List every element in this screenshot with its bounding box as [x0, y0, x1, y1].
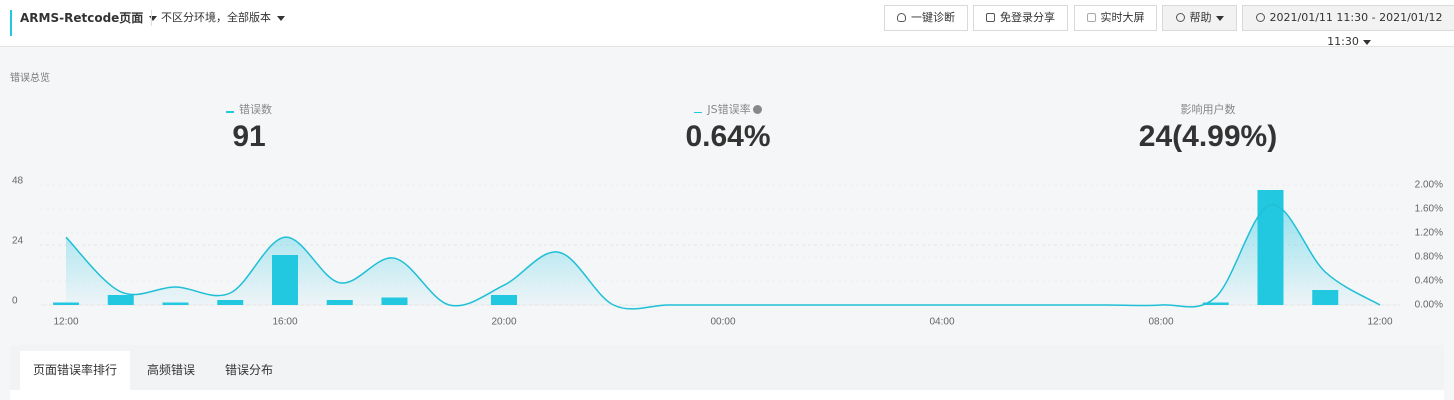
diagnose-button[interactable]: 一键诊断 — [884, 5, 968, 31]
x-tick-label: 08:00 — [1148, 317, 1173, 328]
y2-tick-label: 0.00% — [1415, 300, 1443, 311]
x-tick-label: 12:00 — [1367, 317, 1392, 328]
stat-label: 影响用户数 — [1180, 103, 1236, 116]
button-label: 一键诊断 — [911, 11, 955, 24]
page-select[interactable]: ARMS-Retcode页面 — [20, 11, 158, 25]
chart: 0 24 48 0.00% 0.40% 0.80% 1.20% 1.60% 2.00% 12:00… — [12, 176, 1443, 328]
stat-value: 24(4.99%) — [1138, 120, 1278, 153]
x-tick-label: 20:00 — [491, 317, 516, 328]
x-tick-label: 16:00 — [272, 317, 297, 328]
tab-bar — [10, 345, 1444, 390]
stat-label-text: JS错误率 — [707, 103, 751, 116]
button-label: 帮助 — [1189, 11, 1212, 24]
stat-value: 0.64% — [685, 120, 771, 153]
y2-tick-label: 1.20% — [1415, 228, 1443, 239]
top-bar: ARMS-Retcode页面 不区分环境，全部版本 一键诊断 免登录分享 实时大… — [0, 0, 1454, 48]
help-button[interactable]: 帮助 — [1162, 5, 1237, 31]
accent — [10, 10, 12, 36]
button-label: 免登录分享 — [1000, 11, 1055, 24]
line-area — [66, 204, 1380, 309]
x-tick-label: 04:00 — [929, 317, 954, 328]
y-tick-label: 0 — [12, 296, 18, 307]
y2-tick-label: 0.80% — [1415, 252, 1443, 263]
divider — [151, 10, 152, 26]
stat-label-text: 错误数 — [239, 103, 272, 116]
tab-panel — [10, 345, 1444, 400]
section-title: 错误总览 — [10, 73, 50, 84]
y-tick-label: 48 — [12, 176, 24, 187]
time-picker[interactable]: 2021/01/11 11:30 - 2021/01/12 11:30 — [1242, 5, 1454, 48]
share-button[interactable]: 免登录分享 — [973, 5, 1068, 31]
y2-tick-label: 0.40% — [1415, 276, 1443, 287]
screen-button[interactable]: 实时大屏 — [1074, 5, 1157, 31]
line — [65, 204, 1381, 310]
env-select[interactable]: 不区分环境，全部版本 — [161, 11, 285, 25]
env-filter: 不区分环境，全部版本 — [161, 11, 271, 24]
tab[interactable]: 错误分布 — [224, 363, 273, 377]
tab[interactable]: 页面错误率排行 — [20, 351, 130, 390]
y2-tick-label: 1.60% — [1415, 204, 1443, 215]
page-title: ARMS-Retcode页面 — [20, 11, 144, 25]
y-tick-label: 24 — [12, 236, 24, 247]
time-range: 2021/01/11 11:30 - 2021/01/12 11:30 — [1269, 11, 1443, 48]
x-tick-label: 12:00 — [53, 317, 78, 328]
x-tick-label: 00:00 — [710, 317, 735, 328]
tab[interactable]: 高频错误 — [146, 363, 195, 377]
stat-value: 91 — [232, 120, 266, 153]
button-label: 实时大屏 — [1100, 11, 1145, 24]
y2-tick-label: 2.00% — [1415, 180, 1443, 191]
stat-label: JS错误率 — [578, 101, 878, 117]
stat-label: 错误数 — [99, 101, 399, 117]
